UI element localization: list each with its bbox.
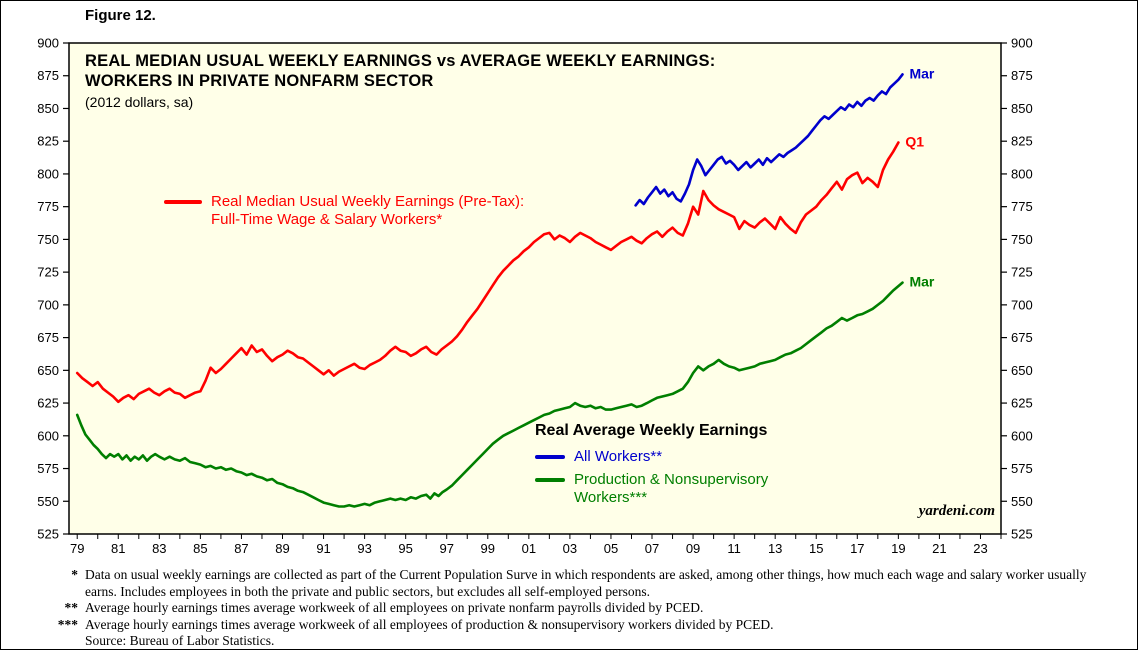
svg-text:750: 750 (1011, 232, 1033, 247)
svg-text:79: 79 (70, 541, 84, 556)
svg-text:83: 83 (152, 541, 166, 556)
chart-title-line1: REAL MEDIAN USUAL WEEKLY EARNINGS vs AVE… (85, 52, 716, 70)
chart-title-line2: WORKERS IN PRIVATE NONFARM SECTOR (85, 72, 434, 90)
svg-text:550: 550 (37, 494, 59, 509)
footnote-text: Average hourly earnings times average wo… (85, 600, 704, 615)
footnote-row: *** Average hourly earnings times averag… (57, 617, 1117, 634)
svg-text:600: 600 (1011, 428, 1033, 443)
svg-text:825: 825 (1011, 134, 1033, 149)
svg-text:93: 93 (357, 541, 371, 556)
svg-text:625: 625 (1011, 396, 1033, 411)
svg-text:23: 23 (973, 541, 987, 556)
footnote-marker: ** (64, 600, 79, 615)
svg-text:97: 97 (439, 541, 453, 556)
svg-text:13: 13 (768, 541, 782, 556)
source-row: Source: Bureau of Labor Statistics. (57, 633, 1117, 649)
source-text: Source: Bureau of Labor Statistics. (85, 633, 275, 648)
svg-text:85: 85 (193, 541, 207, 556)
svg-text:05: 05 (604, 541, 618, 556)
svg-text:650: 650 (1011, 363, 1033, 378)
legend-production-line2: Workers*** (574, 489, 648, 506)
svg-text:575: 575 (37, 461, 59, 476)
footnote-text: Average hourly earnings times average wo… (85, 616, 774, 632)
svg-text:15: 15 (809, 541, 823, 556)
legend-average-title: Real Average Weekly Earnings (535, 422, 768, 439)
svg-text:650: 650 (37, 363, 59, 378)
chart-title: REAL MEDIAN USUAL WEEKLY EARNINGS vs AVE… (85, 51, 715, 110)
chart-subtitle: (2012 dollars, sa) (85, 94, 194, 110)
svg-text:03: 03 (563, 541, 577, 556)
svg-text:01: 01 (522, 541, 536, 556)
svg-text:675: 675 (37, 330, 59, 345)
svg-text:700: 700 (1011, 297, 1033, 312)
svg-text:850: 850 (1011, 101, 1033, 116)
svg-text:875: 875 (1011, 68, 1033, 83)
footnote-row: ** Average hourly earnings times average… (57, 600, 1117, 617)
legend-median-text: Real Median Usual Weekly Earnings (Pre-T… (211, 193, 524, 229)
svg-text:575: 575 (1011, 461, 1033, 476)
svg-text:Q1: Q1 (905, 134, 924, 150)
footnote-marker: * (71, 567, 78, 582)
watermark: yardeni.com (918, 503, 995, 519)
footnotes: * Data on usual weekly earnings are coll… (57, 567, 1117, 649)
legend-median-line1: Real Median Usual Weekly Earnings (Pre-T… (211, 193, 525, 210)
svg-text:725: 725 (1011, 265, 1033, 280)
svg-text:11: 11 (727, 541, 741, 556)
svg-text:700: 700 (37, 297, 59, 312)
svg-text:800: 800 (37, 166, 59, 181)
svg-text:19: 19 (891, 541, 905, 556)
green-line-swatch-icon (535, 478, 565, 482)
source-marker (57, 633, 85, 649)
svg-text:600: 600 (37, 428, 59, 443)
svg-text:750: 750 (37, 232, 59, 247)
svg-text:99: 99 (481, 541, 495, 556)
svg-text:550: 550 (1011, 494, 1033, 509)
svg-text:675: 675 (1011, 330, 1033, 345)
svg-text:775: 775 (37, 199, 59, 214)
svg-text:81: 81 (111, 541, 125, 556)
svg-text:825: 825 (37, 134, 59, 149)
svg-text:07: 07 (645, 541, 659, 556)
svg-text:775: 775 (1011, 199, 1033, 214)
svg-text:89: 89 (275, 541, 289, 556)
legend-item-production-workers: Production & Nonsupervisory Workers*** (535, 471, 768, 507)
legend-average-group: Real Average Weekly Earnings All Workers… (535, 422, 768, 512)
legend-item-all-workers: All Workers** (535, 448, 768, 466)
svg-text:875: 875 (37, 68, 59, 83)
svg-text:850: 850 (37, 101, 59, 116)
legend-median-series: Real Median Usual Weekly Earnings (Pre-T… (164, 193, 524, 229)
svg-text:Mar: Mar (909, 274, 934, 290)
red-line-swatch-icon (164, 200, 202, 204)
blue-line-swatch-icon (535, 455, 565, 459)
svg-text:525: 525 (1011, 527, 1033, 542)
legend-production-line1: Production & Nonsupervisory (574, 471, 769, 488)
svg-text:800: 800 (1011, 166, 1033, 181)
svg-text:725: 725 (37, 265, 59, 280)
legend-production-workers-label: Production & Nonsupervisory Workers*** (574, 471, 768, 507)
legend-median-line2: Full-Time Wage & Salary Workers* (211, 211, 443, 228)
svg-text:17: 17 (850, 541, 864, 556)
svg-text:Mar: Mar (909, 65, 934, 81)
svg-text:625: 625 (37, 396, 59, 411)
svg-text:900: 900 (1011, 36, 1033, 51)
svg-text:95: 95 (398, 541, 412, 556)
svg-text:09: 09 (686, 541, 700, 556)
svg-text:900: 900 (37, 36, 59, 51)
legend-all-workers-label: All Workers** (574, 448, 663, 465)
footnote-text: Data on usual weekly earnings are collec… (85, 567, 1087, 599)
figure-label: Figure 12. (85, 7, 156, 24)
svg-text:525: 525 (37, 527, 59, 542)
footnote-row: * Data on usual weekly earnings are coll… (57, 567, 1117, 600)
svg-text:21: 21 (932, 541, 946, 556)
svg-text:91: 91 (316, 541, 330, 556)
footnote-marker: *** (57, 616, 78, 632)
svg-text:87: 87 (234, 541, 248, 556)
